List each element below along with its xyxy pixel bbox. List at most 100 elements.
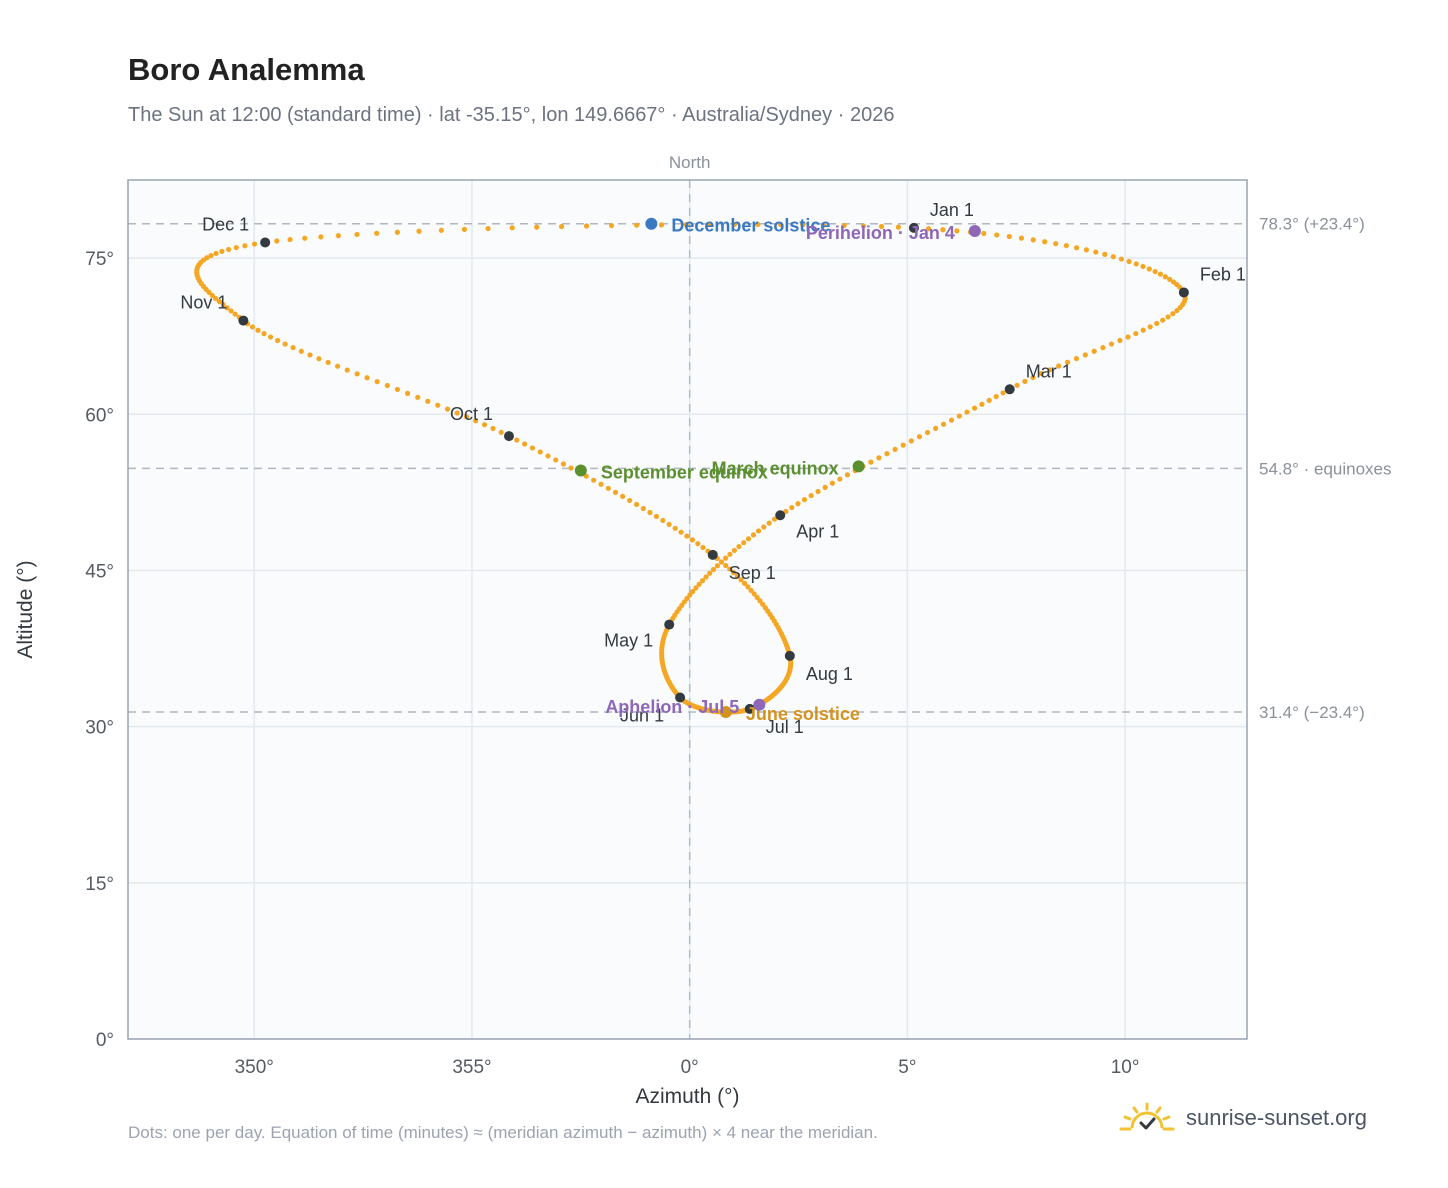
month-marker	[675, 692, 686, 703]
daily-sun-dot	[534, 224, 540, 230]
daily-sun-dot	[267, 334, 274, 340]
daily-sun-dot	[354, 231, 360, 238]
daily-sun-dot	[591, 477, 597, 483]
daily-sun-dot	[948, 417, 955, 423]
daily-sun-dot	[979, 401, 985, 407]
daily-sun-dot	[837, 476, 843, 482]
month-label: Jul 1	[766, 717, 804, 737]
daily-sun-dot	[1154, 320, 1160, 327]
daily-sun-dot	[795, 501, 801, 507]
daily-sun-dot	[224, 305, 230, 311]
brand[interactable]: sunrise-sunset.org	[1118, 1102, 1367, 1134]
daily-sun-dot	[634, 222, 640, 228]
daily-sun-dot	[1082, 352, 1088, 358]
daily-sun-dot	[940, 227, 946, 233]
daily-sun-dot	[738, 577, 744, 583]
daily-sun-dot	[789, 504, 795, 511]
month-marker	[707, 549, 718, 560]
daily-sun-dot	[640, 505, 646, 512]
daily-sun-dot	[1152, 268, 1158, 275]
daily-sun-dot	[226, 246, 232, 253]
daily-sun-dot	[1030, 237, 1036, 243]
daily-sun-dot	[509, 225, 515, 231]
daily-sun-dot	[727, 566, 733, 572]
daily-sun-dot	[374, 230, 380, 236]
daily-sun-dot	[683, 222, 689, 228]
daily-sun-dot	[783, 508, 789, 515]
daily-sun-dot	[981, 230, 987, 237]
daily-sun-dot	[1042, 239, 1048, 245]
y-tick-label: 45°	[85, 561, 114, 582]
daily-sun-dot	[751, 591, 757, 597]
event-label: March equinox	[712, 458, 839, 478]
x-axis-title: Azimuth (°)	[635, 1085, 739, 1108]
daily-sun-dot	[394, 229, 401, 235]
daily-sun-dot	[660, 517, 666, 524]
daily-sun-dot	[653, 513, 660, 520]
daily-sun-dot	[344, 367, 350, 373]
daily-sun-dot	[405, 390, 411, 396]
y-tick-label: 60°	[85, 405, 114, 426]
daily-sun-dot	[1064, 359, 1071, 365]
daily-sun-dot	[1000, 390, 1006, 396]
daily-sun-dot	[707, 221, 714, 228]
daily-sun-dot	[878, 223, 885, 230]
daily-sun-dot	[750, 532, 757, 538]
daily-sun-dot	[553, 457, 559, 463]
month-label: May 1	[604, 631, 653, 651]
event-marker	[719, 706, 732, 719]
daily-sun-dot	[884, 451, 890, 457]
daily-sun-dot	[364, 375, 370, 381]
daily-sun-dot	[666, 521, 672, 527]
x-tick-label: 355°	[452, 1057, 491, 1078]
daily-sun-dot	[1157, 271, 1164, 277]
daily-sun-dot	[490, 425, 496, 432]
daily-sun-dot	[473, 418, 479, 424]
daily-sun-dot	[718, 559, 725, 565]
daily-sun-dot	[1167, 276, 1173, 282]
x-tick-label: 350°	[235, 1057, 274, 1078]
daily-sun-dot	[255, 327, 261, 333]
daily-sun-dot	[228, 308, 234, 314]
month-marker	[260, 237, 271, 248]
daily-sun-dot	[316, 356, 322, 362]
daily-sun-dot	[745, 536, 752, 542]
plot-area	[128, 180, 1247, 1039]
daily-sun-dot	[633, 501, 640, 508]
month-label: Aug 1	[806, 664, 853, 684]
daily-sun-dot	[766, 520, 772, 526]
month-marker	[503, 431, 514, 442]
daily-sun-dot	[558, 223, 565, 230]
daily-sun-dot	[841, 222, 847, 229]
daily-sun-dot	[940, 421, 947, 427]
daily-sun-dot	[485, 225, 491, 232]
daily-sun-dot	[731, 570, 737, 576]
month-label: Apr 1	[796, 521, 839, 541]
daily-sun-dot	[1091, 348, 1097, 354]
daily-sun-dot	[287, 236, 293, 243]
daily-sun-dot	[1022, 378, 1028, 384]
month-label: Mar 1	[1026, 361, 1072, 381]
month-marker	[775, 510, 786, 521]
daily-sun-dot	[498, 429, 504, 435]
daily-sun-dot	[734, 573, 741, 579]
daily-sun-dot	[545, 453, 551, 459]
daily-sun-dot	[560, 461, 567, 467]
daily-sun-dot	[964, 409, 970, 415]
daily-sun-dot	[374, 379, 380, 385]
daily-sun-dot	[908, 438, 914, 444]
daily-sun-dot	[800, 222, 806, 228]
daily-sun-dot	[731, 547, 737, 554]
daily-sun-dot	[954, 228, 960, 234]
page-title: Boro Analemma	[128, 52, 365, 87]
daily-sun-dot	[736, 543, 742, 550]
daily-sun-dot	[1030, 374, 1036, 381]
x-tick-label: 10°	[1111, 1057, 1140, 1078]
daily-sun-dot	[251, 241, 258, 247]
daily-sun-dot	[216, 298, 222, 305]
event-marker	[753, 698, 766, 711]
daily-sun-dot	[745, 584, 751, 590]
daily-sun-dot	[727, 551, 733, 557]
daily-sun-dot	[844, 472, 851, 478]
daily-sun-dot	[678, 529, 684, 535]
